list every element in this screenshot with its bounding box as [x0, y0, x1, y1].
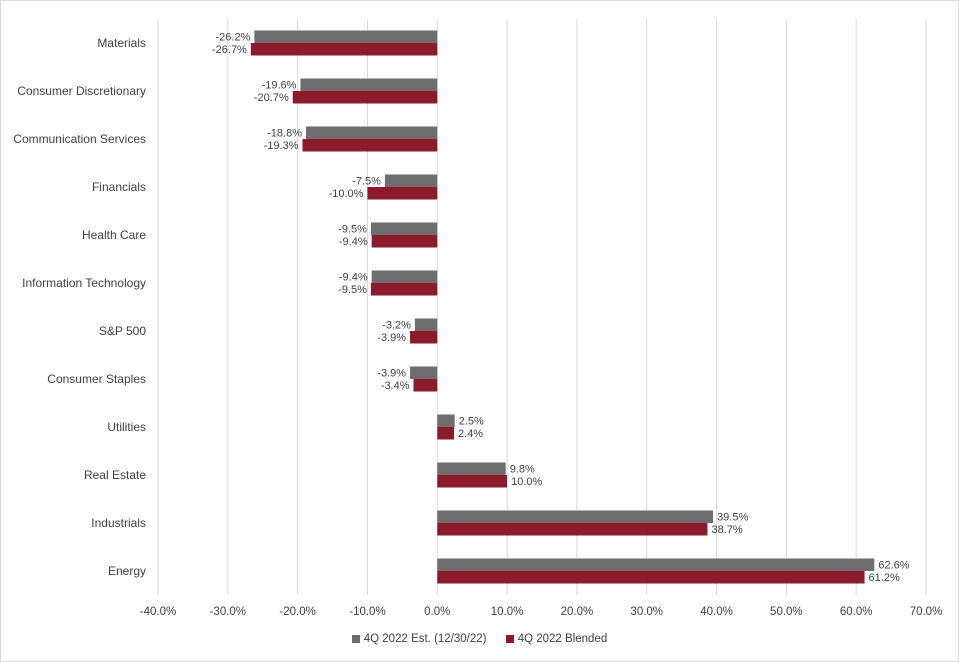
data-label: -7.5% [352, 175, 381, 187]
data-label: -3.9% [377, 367, 406, 379]
x-tick-label: 40.0% [700, 606, 733, 618]
category-label: Consumer Staples [47, 372, 146, 386]
data-label: -26.2% [215, 31, 250, 43]
bar-blended [302, 139, 438, 152]
bar-blended [437, 475, 508, 488]
data-label: 39.5% [717, 511, 748, 523]
bar-est [254, 30, 438, 43]
category-label: Industrials [91, 516, 146, 530]
bar-blended [410, 331, 438, 344]
x-tick-label: -30.0% [210, 606, 246, 618]
category-label: Utilities [107, 420, 146, 434]
legend-swatch-blended [505, 635, 514, 643]
data-label: -18.8% [267, 127, 302, 139]
bar-est [437, 414, 455, 427]
data-label: -9.5% [338, 284, 367, 296]
bar-est [371, 270, 438, 283]
data-label: -26.7% [212, 44, 247, 56]
bar-blended [437, 571, 865, 584]
x-tick-label: 50.0% [770, 606, 803, 618]
legend: 4Q 2022 Est. (12/30/22) 4Q 2022 Blended [1, 633, 958, 645]
x-tick-label: 10.0% [491, 606, 524, 618]
x-tick-label: 70.0% [910, 606, 943, 618]
bar-est [437, 510, 714, 523]
legend-swatch-est [351, 635, 360, 643]
x-tick-label: -40.0% [140, 606, 176, 618]
bar-blended [370, 283, 438, 296]
bar-blended [371, 235, 438, 248]
data-label: 10.0% [511, 476, 542, 488]
data-label: -9.5% [338, 223, 367, 235]
x-tick-label: 60.0% [840, 606, 873, 618]
legend-item-est: 4Q 2022 Est. (12/30/22) [351, 633, 487, 645]
bar-blended [250, 43, 438, 56]
bar-est [306, 126, 438, 139]
bar-est [437, 558, 875, 571]
data-label: 62.6% [878, 559, 909, 571]
category-label: Information Technology [22, 276, 146, 290]
bar-est [437, 462, 506, 475]
data-label: -3.4% [381, 380, 410, 392]
data-label: 2.4% [458, 428, 483, 440]
data-label: -10.0% [329, 188, 364, 200]
bar-blended [437, 523, 708, 536]
bar-est [370, 222, 438, 235]
data-label: -9.4% [339, 236, 368, 248]
data-label: -9.4% [339, 271, 368, 283]
category-label: Financials [92, 180, 146, 194]
data-label: 2.5% [459, 415, 484, 427]
data-label: -19.3% [264, 140, 299, 152]
x-tick-label: 30.0% [630, 606, 663, 618]
bar-est [384, 174, 438, 187]
data-label: 9.8% [510, 463, 535, 475]
bar-est [410, 366, 438, 379]
data-label: -19.6% [262, 79, 297, 91]
category-label: Materials [97, 36, 146, 50]
category-label: Energy [108, 564, 146, 578]
category-label: Consumer Discretionary [17, 84, 146, 98]
data-label: -3.2% [382, 319, 411, 331]
category-label: Communication Services [13, 132, 146, 146]
bar-chart: -40.0% -30.0% -20.0% -10.0% 0.0% 10.0% 20.0% 30… [13, 19, 943, 618]
data-label: -3.9% [377, 332, 406, 344]
legend-item-blended: 4Q 2022 Blended [505, 633, 608, 645]
category-label: S&P 500 [99, 324, 146, 338]
data-label: -20.7% [254, 92, 289, 104]
bar-est [414, 318, 438, 331]
legend-label-blended: 4Q 2022 Blended [517, 633, 608, 645]
data-label: 61.2% [869, 572, 900, 584]
bar-blended [367, 187, 438, 200]
x-tick-label: 20.0% [561, 606, 594, 618]
data-label: 38.7% [711, 524, 742, 536]
bar-blended [413, 379, 438, 392]
bar-est [300, 78, 438, 91]
bar-blended [292, 91, 438, 104]
x-tick-label: 0.0% [424, 606, 450, 618]
bar-blended [437, 427, 455, 440]
category-label: Real Estate [84, 468, 146, 482]
category-label: Health Care [82, 228, 146, 242]
legend-label-est: 4Q 2022 Est. (12/30/22) [363, 633, 487, 645]
x-tick-label: -10.0% [349, 606, 385, 618]
x-tick-label: -20.0% [279, 606, 315, 618]
